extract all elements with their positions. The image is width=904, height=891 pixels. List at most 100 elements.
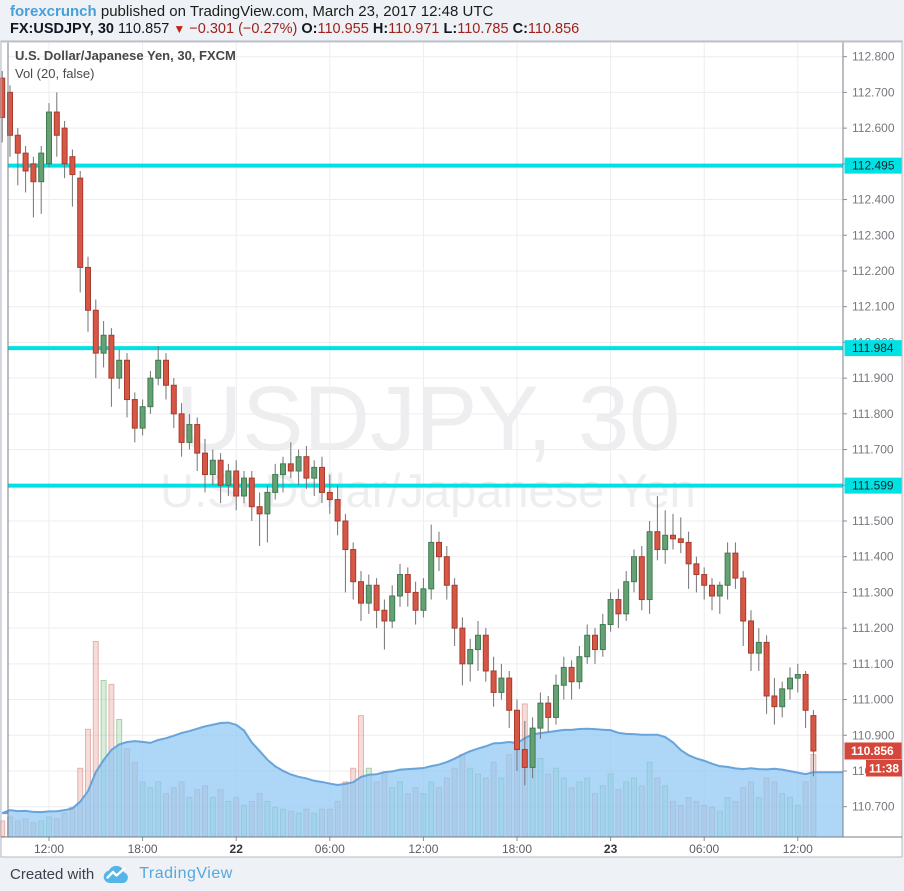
svg-text:111.200: 111.200 xyxy=(852,621,894,635)
candle xyxy=(685,531,692,589)
svg-text:110.700: 110.700 xyxy=(852,800,895,814)
candle xyxy=(170,378,177,429)
candle xyxy=(194,417,201,471)
candle xyxy=(763,635,770,714)
svg-text:12:00: 12:00 xyxy=(34,842,64,856)
svg-text:12:00: 12:00 xyxy=(783,842,813,856)
down-triangle-icon: ▼ xyxy=(173,22,186,36)
svg-text:12:00: 12:00 xyxy=(408,842,438,856)
candle xyxy=(241,470,247,504)
candle xyxy=(248,470,255,521)
candle xyxy=(716,581,723,614)
volume-indicator-legend[interactable]: Vol (20, false) xyxy=(15,66,95,81)
candle xyxy=(14,128,21,186)
candle xyxy=(553,674,559,725)
candle xyxy=(755,628,762,671)
last-price: 110.857 xyxy=(118,21,170,37)
svg-text:111.800: 111.800 xyxy=(852,407,894,421)
candle xyxy=(38,145,45,214)
candle xyxy=(537,692,544,739)
candle xyxy=(732,542,739,589)
source-link[interactable]: forexcrunch xyxy=(10,3,97,20)
candle xyxy=(428,524,435,600)
svg-text:112.800: 112.800 xyxy=(852,50,895,64)
candle xyxy=(365,574,372,614)
candle xyxy=(654,495,661,561)
candle xyxy=(420,578,427,618)
candle xyxy=(287,442,294,479)
candle xyxy=(529,717,536,779)
price-axis[interactable]: 112.800112.700112.600112.500112.400112.3… xyxy=(843,50,902,814)
candle xyxy=(545,695,552,732)
candle xyxy=(701,567,708,600)
svg-text:111.000: 111.000 xyxy=(852,693,894,707)
svg-text:111.300: 111.300 xyxy=(852,585,894,599)
candle xyxy=(272,463,279,500)
svg-text:110.900: 110.900 xyxy=(852,728,895,742)
svg-text:18:00: 18:00 xyxy=(502,842,532,856)
candle xyxy=(389,585,396,629)
tradingview-brand-link[interactable]: TradingView xyxy=(139,865,233,882)
svg-text:112.600: 112.600 xyxy=(852,121,895,135)
candle xyxy=(61,120,68,179)
candle xyxy=(77,170,84,293)
candle xyxy=(740,570,747,646)
svg-text:111.900: 111.900 xyxy=(852,371,894,385)
candle xyxy=(311,460,318,496)
candle xyxy=(397,563,403,607)
close-value: 110.856 xyxy=(527,21,580,37)
candle xyxy=(802,670,809,729)
svg-text:110.856: 110.856 xyxy=(851,744,894,758)
level-price-label: 112.495 xyxy=(844,157,902,174)
svg-text:23: 23 xyxy=(604,842,618,856)
candle xyxy=(303,445,310,489)
close-label: C: xyxy=(512,21,528,37)
candle xyxy=(163,353,169,400)
tradingview-cloud-icon[interactable] xyxy=(103,864,130,884)
svg-text:112.200: 112.200 xyxy=(852,264,895,278)
candle xyxy=(46,103,52,168)
candle xyxy=(724,542,731,600)
candle xyxy=(631,549,637,593)
candle xyxy=(576,645,583,689)
candle xyxy=(412,581,419,625)
svg-text:06:00: 06:00 xyxy=(315,842,345,856)
candle xyxy=(280,456,286,493)
candle xyxy=(615,588,622,629)
candle xyxy=(131,392,138,443)
candle xyxy=(498,663,505,700)
symbol-label[interactable]: FX:USDJPY, 30 xyxy=(10,21,114,37)
candle xyxy=(810,709,817,777)
candles xyxy=(0,70,817,786)
publish-info: forexcrunch published on TradingView.com… xyxy=(10,3,493,20)
chart-legend-title[interactable]: U.S. Dollar/Japanese Yen, 30, FXCM xyxy=(15,48,236,63)
time-axis[interactable]: 12:00 18:00 22 06:00 12:00 18:00 23 06:00 12:00 xyxy=(34,837,813,856)
candle xyxy=(467,638,474,682)
candle xyxy=(342,513,349,593)
level-price-label: 111.599 xyxy=(844,477,902,494)
svg-text:112.300: 112.300 xyxy=(852,228,895,242)
horizontal-level-lines[interactable] xyxy=(8,163,843,488)
svg-text:112.400: 112.400 xyxy=(852,193,895,207)
svg-text:USDJPY, 30: USDJPY, 30 xyxy=(176,368,681,470)
candle xyxy=(178,403,185,457)
last-time-label: 11:38 xyxy=(866,760,902,777)
candle xyxy=(771,678,778,725)
open-label: O: xyxy=(301,21,318,37)
candle xyxy=(233,460,240,511)
candle xyxy=(451,578,458,646)
svg-text:112.100: 112.100 xyxy=(852,300,895,314)
svg-text:111.984: 111.984 xyxy=(852,341,894,355)
svg-text:111.700: 111.700 xyxy=(852,443,894,457)
svg-text:111.100: 111.100 xyxy=(852,657,894,671)
candle xyxy=(186,413,193,450)
candle xyxy=(709,578,715,611)
svg-text:22: 22 xyxy=(230,842,244,856)
candle xyxy=(202,438,208,493)
candle xyxy=(787,667,793,700)
svg-text:112.495: 112.495 xyxy=(852,159,895,173)
candle xyxy=(490,656,497,707)
low-label: L: xyxy=(443,21,458,37)
candle xyxy=(155,345,162,386)
